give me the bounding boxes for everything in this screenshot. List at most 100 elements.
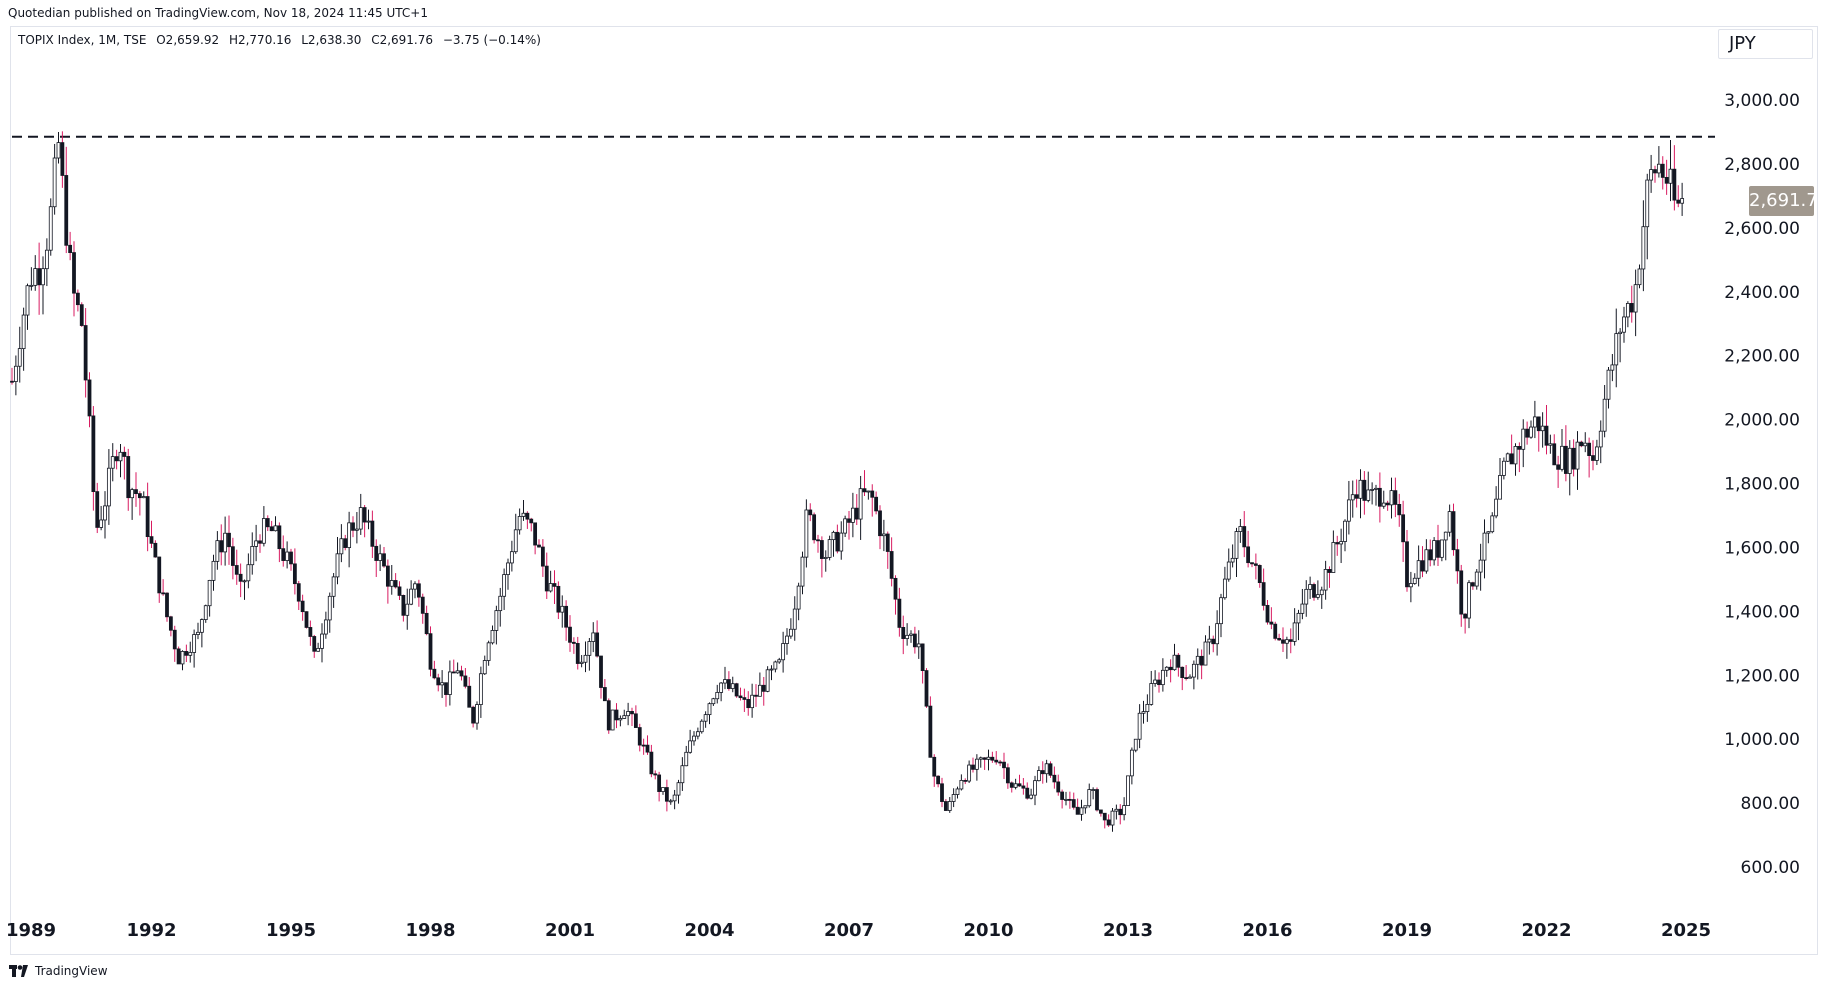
candle — [831, 530, 836, 557]
candle — [323, 611, 328, 639]
candle — [1238, 519, 1243, 543]
candle — [1172, 643, 1177, 671]
candle — [75, 289, 80, 312]
candle — [719, 682, 724, 702]
candle — [498, 587, 503, 627]
candle — [765, 666, 770, 693]
x-tick-label: 1989 — [6, 920, 56, 941]
candle — [1424, 539, 1429, 574]
candle — [25, 283, 30, 330]
candle — [122, 446, 127, 480]
candle — [420, 593, 425, 624]
candle — [723, 666, 727, 690]
candle — [320, 623, 324, 663]
candle — [1277, 633, 1282, 641]
candle — [1106, 814, 1111, 827]
candle — [60, 131, 65, 188]
candle — [1455, 538, 1460, 584]
candle — [99, 505, 104, 531]
candle — [432, 660, 437, 680]
candle — [1362, 471, 1367, 515]
candle — [358, 493, 363, 535]
candle — [1095, 787, 1099, 812]
candle — [986, 749, 991, 771]
y-tick-label: 1,800.00 — [1724, 475, 1800, 495]
candle — [234, 549, 239, 585]
candle — [971, 757, 975, 773]
candle — [707, 702, 712, 725]
candle — [1300, 588, 1305, 620]
candle — [761, 676, 766, 706]
candle — [1529, 420, 1533, 439]
candle — [1397, 493, 1402, 527]
candle — [397, 581, 402, 601]
candle — [517, 508, 522, 535]
candle — [1451, 503, 1456, 556]
candle — [1168, 659, 1173, 683]
candle — [1060, 789, 1065, 809]
candle — [676, 779, 681, 804]
candle — [289, 548, 293, 571]
tradingview-footer[interactable]: TradingView — [9, 964, 108, 978]
candle — [83, 308, 88, 398]
candle — [854, 494, 859, 526]
candle — [126, 448, 131, 511]
low-value: L2,638.30 — [301, 33, 362, 47]
candle — [1629, 285, 1634, 323]
candle — [552, 570, 557, 604]
candle — [1370, 482, 1375, 505]
candle — [382, 546, 386, 568]
candle — [564, 600, 569, 641]
candle — [1288, 628, 1293, 654]
candle — [1199, 649, 1204, 680]
candle — [599, 655, 603, 699]
candle — [1436, 524, 1440, 567]
candle — [211, 554, 216, 591]
candle — [95, 482, 100, 534]
candle — [44, 238, 49, 287]
symbol-name[interactable]: TOPIX Index, 1M, TSE — [18, 33, 147, 47]
candle — [33, 255, 38, 291]
candle — [974, 754, 979, 781]
y-tick-label: 2,400.00 — [1724, 283, 1800, 303]
open-value: O2,659.92 — [156, 33, 220, 47]
candle — [21, 307, 26, 371]
candle — [1315, 580, 1320, 600]
published-by-line: Quotedian published on TradingView.com, … — [8, 6, 428, 20]
candle — [192, 629, 197, 668]
candle — [1346, 480, 1351, 535]
candle — [1265, 599, 1270, 625]
candle — [602, 678, 607, 702]
candle — [1033, 775, 1037, 806]
candle — [1532, 400, 1537, 439]
candle — [1257, 564, 1262, 588]
candle — [819, 536, 824, 578]
candle — [134, 472, 138, 507]
candle — [1486, 531, 1491, 544]
candle — [943, 799, 948, 811]
candle — [1215, 610, 1220, 656]
x-tick-label: 2019 — [1382, 920, 1432, 941]
candle — [165, 592, 169, 622]
candle — [746, 691, 751, 716]
candle — [897, 587, 902, 637]
candle — [1129, 747, 1134, 785]
candle — [769, 665, 774, 681]
candle — [428, 626, 433, 677]
candle — [1002, 752, 1006, 779]
close-value: C2,691.76 — [371, 33, 434, 47]
tradingview-logo-icon — [9, 965, 28, 977]
currency-button[interactable]: JPY — [1718, 29, 1813, 59]
candle — [606, 698, 611, 734]
candle — [1393, 477, 1398, 518]
candle — [1602, 384, 1607, 438]
candle — [157, 556, 162, 603]
candle — [370, 510, 375, 558]
candle — [203, 604, 208, 623]
candle — [242, 579, 247, 600]
candle — [72, 241, 76, 317]
candle — [1548, 434, 1553, 454]
candle — [1304, 580, 1309, 617]
candle — [1649, 154, 1654, 193]
